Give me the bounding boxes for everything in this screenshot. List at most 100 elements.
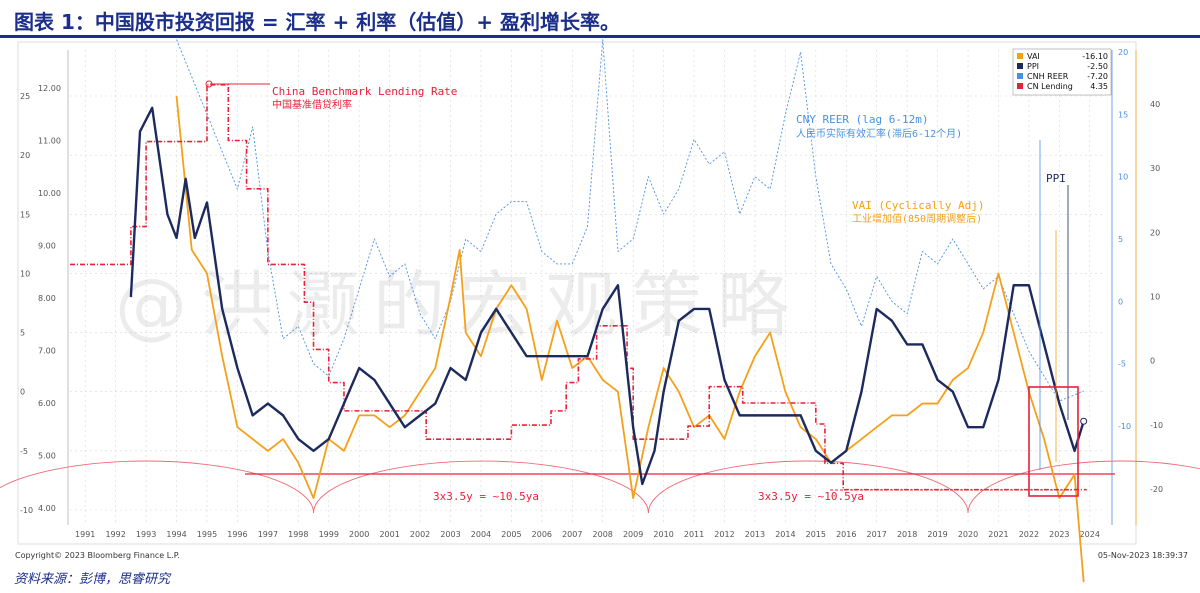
left-outer-tick-label: 10: [20, 269, 30, 278]
series-line-ppi: [129, 106, 1085, 486]
right-inner-tick-label: -10: [1118, 422, 1131, 431]
x-tick-label: 2021: [988, 530, 1008, 539]
x-tick-label: 1998: [288, 530, 308, 539]
legend-value: -7.20: [1087, 72, 1108, 81]
right-outer-tick-label: -10: [1150, 421, 1163, 430]
right-outer-tick-label: 0: [1150, 357, 1155, 366]
x-tick-label: 2012: [714, 530, 734, 539]
ppi-label: PPI: [1046, 172, 1066, 185]
reer-label-en: CNY REER (lag 6-12m): [796, 113, 928, 126]
right-outer-tick-label: 20: [1150, 228, 1160, 237]
x-tick-label: 2019: [927, 530, 947, 539]
timestamp-text: 05-Nov-2023 18:39:37: [1097, 551, 1188, 560]
legend-swatch: [1017, 83, 1023, 89]
cycle-label-2: 3x3.5y = ~10.5ya: [758, 490, 864, 503]
left-axis: 25 20 15 10 5 0 -5 -10 12.00 11.00 10.00 9.00 8.00 7.…: [20, 50, 69, 525]
left-inner-tick-label: 8.00: [38, 294, 56, 303]
legend-label: CN Lending: [1027, 82, 1073, 91]
x-tick-label: 1997: [258, 530, 278, 539]
right-outer-tick-label: 40: [1150, 100, 1160, 109]
reer-label-cn: 人民币实际有效汇率(滞后6-12个月): [796, 127, 962, 140]
vai-label-cn: 工业增加值(850周期调整后): [852, 212, 982, 225]
lending-marker: [205, 80, 213, 88]
x-tick-label: 1995: [197, 530, 217, 539]
left-outer-tick-label: -5: [20, 447, 28, 456]
x-tick-label: 2013: [745, 530, 765, 539]
x-tick-label: 1993: [136, 530, 156, 539]
left-outer-tick-label: 25: [20, 92, 30, 101]
highlight-box: [1028, 386, 1079, 497]
x-tick-label: 2022: [1019, 530, 1039, 539]
x-tick-label: 2011: [684, 530, 704, 539]
left-outer-tick-label: 0: [20, 388, 25, 397]
cycle-arc: [0, 460, 314, 514]
legend-swatch: [1017, 73, 1023, 79]
series-line-cnh-reer: [176, 39, 1084, 402]
x-tick-label: 2010: [653, 530, 673, 539]
x-tick-label: 2024: [1080, 530, 1100, 539]
right-inner-tick-label: 10: [1118, 173, 1128, 182]
x-tick-label: 2014: [775, 530, 795, 539]
x-tick-label: 1999: [319, 530, 339, 539]
left-inner-tick-label: 12.00: [38, 84, 61, 93]
right-inner-tick-label: 15: [1118, 110, 1128, 119]
x-tick-label: 2023: [1049, 530, 1069, 539]
x-tick-label: 2017: [867, 530, 887, 539]
left-outer-tick-label: -10: [20, 506, 33, 515]
left-inner-tick-label: 9.00: [38, 242, 56, 251]
legend-value: -16.10: [1082, 52, 1108, 61]
right-outer-tick-label: -20: [1150, 485, 1163, 494]
legend-swatch: [1017, 53, 1023, 59]
x-tick-label: 1991: [75, 530, 95, 539]
legend-label: PPI: [1027, 62, 1039, 71]
x-tick-label: 2000: [349, 530, 369, 539]
x-tick-label: 1992: [105, 530, 125, 539]
legend: VAI -16.10 PPI -2.50 CNH REER -7.20 CN Lending…: [1012, 48, 1112, 96]
x-tick-label: 2004: [471, 530, 491, 539]
x-tick-label: 1996: [227, 530, 247, 539]
x-tick-label: 2001: [379, 530, 399, 539]
x-tick-label: 2009: [623, 530, 643, 539]
x-tick-label: 2018: [897, 530, 917, 539]
left-inner-tick-label: 7.00: [38, 347, 56, 356]
x-tick-label: 2006: [532, 530, 552, 539]
x-tick-label: 2005: [501, 530, 521, 539]
chart-frame: [17, 41, 1137, 545]
source-note: 资料来源：彭博，思睿研究: [14, 572, 171, 587]
vai-label-en: VAI (Cyclically Adj): [852, 199, 984, 212]
right-inner-tick-label: 5: [1118, 235, 1123, 244]
right-inner-tick-label: 20: [1118, 48, 1128, 57]
series-line-cn-lending: [70, 84, 1087, 491]
cycle-arc: [647, 460, 969, 514]
right-inner-tick-label: 0: [1118, 297, 1123, 306]
x-tick-label: 2007: [562, 530, 582, 539]
series-line-vai: [175, 95, 1085, 583]
x-tick-label: 2008: [593, 530, 613, 539]
series-group: [70, 39, 1088, 583]
x-tick-label: 2015: [806, 530, 826, 539]
legend-label: CNH REER: [1027, 72, 1069, 81]
left-inner-tick-label: 6.00: [38, 399, 56, 408]
legend-swatch: [1017, 63, 1023, 69]
ppi-end-marker: [1080, 417, 1088, 425]
x-tick-label: 2016: [836, 530, 856, 539]
right-axis: 20 15 10 5 0 -5 -10 40 30 20 10 0 -10 -20: [1111, 48, 1163, 525]
page-title: 图表 1：中国股市投资回报 = 汇率 + 利率（估值）+ 盈利增长率。: [14, 10, 620, 34]
cycle-arc: [313, 460, 649, 514]
right-inner-tick-label: -5: [1118, 360, 1126, 369]
x-tick-label: 2002: [410, 530, 430, 539]
left-inner-tick-label: 5.00: [38, 452, 56, 461]
cycle-label-1: 3x3.5y = ~10.5ya: [433, 490, 539, 503]
lending-label-cn: 中国基准借贷利率: [272, 98, 352, 111]
lending-label-en: China Benchmark Lending Rate: [272, 85, 457, 98]
right-outer-tick-label: 30: [1150, 164, 1160, 173]
left-inner-tick-label: 11.00: [38, 137, 61, 146]
legend-value: -2.50: [1087, 62, 1108, 71]
copyright-text: Copyright© 2023 Bloomberg Finance L.P.: [15, 551, 180, 560]
left-inner-tick-label: 10.00: [38, 189, 61, 198]
left-outer-tick-label: 15: [20, 210, 30, 219]
x-tick-label: 2003: [440, 530, 460, 539]
legend-box: [1012, 48, 1112, 96]
x-tick-label: 2020: [958, 530, 978, 539]
